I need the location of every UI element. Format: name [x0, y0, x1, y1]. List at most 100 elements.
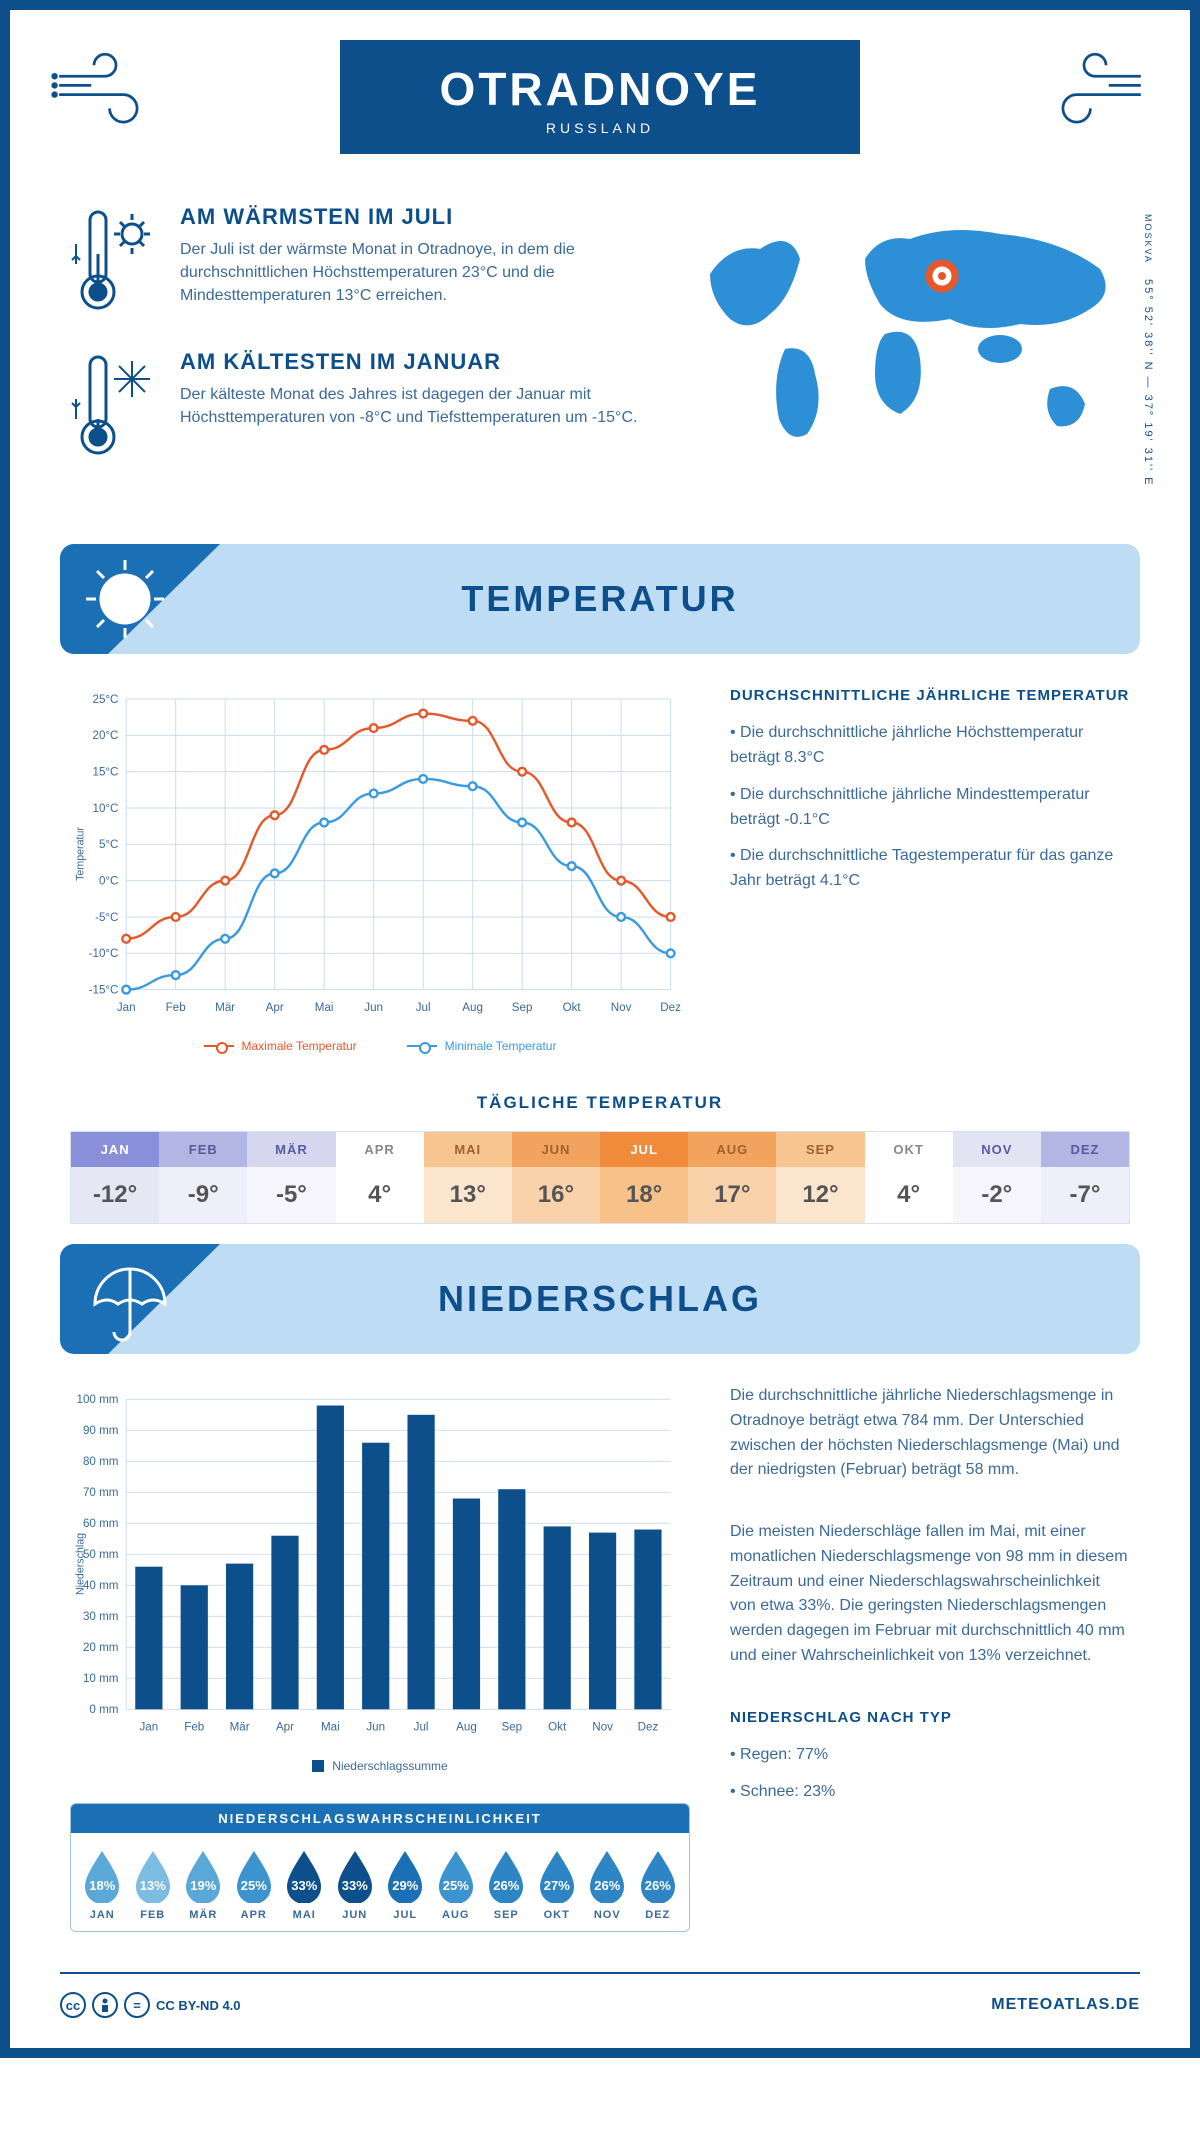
- svg-text:5°C: 5°C: [99, 838, 118, 851]
- city-name: OTRADNOYE: [420, 62, 780, 116]
- svg-text:70 mm: 70 mm: [83, 1486, 118, 1499]
- brand-label: METEOATLAS.DE: [991, 1996, 1140, 2014]
- footer: cc = CC BY-ND 4.0 METEOATLAS.DE: [60, 1972, 1140, 2018]
- month-cell: SEP12°: [776, 1132, 864, 1223]
- svg-text:15°C: 15°C: [92, 766, 118, 779]
- month-cell: OKT4°: [865, 1132, 953, 1223]
- svg-text:-15°C: -15°C: [89, 984, 119, 997]
- section-header-precipitation: NIEDERSCHLAG: [60, 1244, 1140, 1354]
- svg-text:Okt: Okt: [548, 1721, 567, 1734]
- coordinates: MOSKVA 55° 52' 38'' N — 37° 19' 31'' E: [1142, 214, 1154, 487]
- header: OTRADNOYE RUSSLAND: [10, 10, 1190, 194]
- probability-drop: 13%FEB: [128, 1847, 179, 1921]
- svg-text:Jun: Jun: [364, 1001, 383, 1014]
- svg-text:Okt: Okt: [563, 1001, 582, 1014]
- fact-body: Der kälteste Monat des Jahres ist dagege…: [180, 383, 660, 429]
- probability-drop: 25%APR: [229, 1847, 280, 1921]
- svg-text:25°C: 25°C: [92, 693, 118, 706]
- svg-text:Jun: Jun: [366, 1721, 385, 1734]
- fact-body: Der Juli ist der wärmste Monat in Otradn…: [180, 238, 660, 308]
- svg-text:0 mm: 0 mm: [89, 1703, 118, 1716]
- svg-text:10 mm: 10 mm: [83, 1672, 118, 1685]
- svg-text:90 mm: 90 mm: [83, 1424, 118, 1437]
- svg-text:Aug: Aug: [462, 1001, 483, 1014]
- svg-text:Dez: Dez: [638, 1721, 659, 1734]
- probability-drop: 19%MÄR: [178, 1847, 229, 1921]
- section-title: TEMPERATUR: [461, 578, 738, 620]
- fact-coldest: AM KÄLTESTEN IM JANUAR Der kälteste Mona…: [70, 349, 660, 464]
- probability-drop: 29%JUL: [380, 1847, 431, 1921]
- probability-drop: 18%JAN: [77, 1847, 128, 1921]
- precipitation-summary: Die durchschnittliche jährliche Niedersc…: [730, 1384, 1130, 1932]
- cc-icon: cc: [60, 1992, 86, 2018]
- svg-text:10°C: 10°C: [92, 802, 118, 815]
- svg-text:60 mm: 60 mm: [83, 1517, 118, 1530]
- temperature-line-chart: -15°C -10°C -5°C 0°C 5°C 10°C 15°C 20°C 25°C Jan F…: [70, 684, 690, 1053]
- month-cell: JUL18°: [600, 1132, 688, 1223]
- section-header-temperature: TEMPERATUR: [60, 544, 1140, 654]
- sun-icon: [80, 554, 170, 649]
- thermometer-cold-icon: [70, 349, 160, 464]
- month-cell: FEB-9°: [159, 1132, 247, 1223]
- nd-icon: =: [124, 1992, 150, 2018]
- svg-text:30 mm: 30 mm: [83, 1610, 118, 1623]
- svg-text:40 mm: 40 mm: [83, 1579, 118, 1592]
- month-cell: MÄR-5°: [247, 1132, 335, 1223]
- svg-text:100 mm: 100 mm: [77, 1393, 119, 1406]
- chart-legend: Maximale Temperatur Minimale Temperatur: [70, 1039, 690, 1053]
- wind-icon: [50, 50, 160, 135]
- svg-text:Sep: Sep: [512, 1001, 533, 1014]
- svg-text:Temperatur: Temperatur: [75, 827, 87, 881]
- probability-drop: 27%OKT: [532, 1847, 583, 1921]
- thermometer-hot-icon: [70, 204, 160, 319]
- svg-text:20°C: 20°C: [92, 729, 118, 742]
- probability-drop: 26%SEP: [481, 1847, 532, 1921]
- svg-text:Feb: Feb: [166, 1001, 186, 1014]
- svg-text:Jul: Jul: [414, 1721, 429, 1734]
- svg-text:Niederschlag: Niederschlag: [75, 1533, 87, 1595]
- daily-temp-title: TÄGLICHE TEMPERATUR: [10, 1093, 1190, 1113]
- by-icon: [92, 1992, 118, 2018]
- svg-text:Mär: Mär: [230, 1721, 250, 1734]
- infographic-page: OTRADNOYE RUSSLAND: [0, 0, 1200, 2058]
- month-cell: NOV-2°: [953, 1132, 1041, 1223]
- month-cell: JAN-12°: [71, 1132, 159, 1223]
- svg-text:Sep: Sep: [501, 1721, 522, 1734]
- month-cell: AUG17°: [688, 1132, 776, 1223]
- title-ribbon: OTRADNOYE RUSSLAND: [340, 40, 860, 154]
- daily-temperature-grid: JAN-12°FEB-9°MÄR-5°APR4°MAI13°JUN16°JUL1…: [70, 1131, 1130, 1224]
- wind-icon: [1040, 50, 1150, 135]
- fact-title: AM WÄRMSTEN IM JULI: [180, 204, 660, 230]
- probability-drop: 26%DEZ: [633, 1847, 684, 1921]
- license: cc = CC BY-ND 4.0: [60, 1992, 241, 2018]
- month-cell: MAI13°: [424, 1132, 512, 1223]
- svg-text:Dez: Dez: [660, 1001, 681, 1014]
- chart-legend: Niederschlagssumme: [70, 1759, 690, 1773]
- svg-text:-5°C: -5°C: [95, 911, 118, 924]
- svg-text:Jan: Jan: [117, 1001, 136, 1014]
- svg-text:Mai: Mai: [315, 1001, 334, 1014]
- fact-title: AM KÄLTESTEN IM JANUAR: [180, 349, 660, 375]
- month-cell: APR4°: [336, 1132, 424, 1223]
- svg-text:20 mm: 20 mm: [83, 1641, 118, 1654]
- probability-drop: 25%AUG: [431, 1847, 482, 1921]
- svg-text:Aug: Aug: [456, 1721, 477, 1734]
- country-name: RUSSLAND: [420, 120, 780, 136]
- svg-text:Nov: Nov: [611, 1001, 632, 1014]
- svg-text:-10°C: -10°C: [89, 947, 119, 960]
- svg-text:Jan: Jan: [140, 1721, 159, 1734]
- month-cell: JUN16°: [512, 1132, 600, 1223]
- fact-warmest: AM WÄRMSTEN IM JULI Der Juli ist der wär…: [70, 204, 660, 319]
- svg-text:Apr: Apr: [266, 1001, 284, 1014]
- precipitation-bar-chart: 0 mm10 mm20 mm30 mm40 mm50 mm60 mm70 mm8…: [70, 1384, 690, 1773]
- world-map: MOSKVA 55° 52' 38'' N — 37° 19' 31'' E: [690, 204, 1130, 494]
- probability-drop: 33%JUN: [330, 1847, 381, 1921]
- probability-drop: 33%MAI: [279, 1847, 330, 1921]
- svg-text:Nov: Nov: [592, 1721, 613, 1734]
- svg-text:50 mm: 50 mm: [83, 1548, 118, 1561]
- intro-row: AM WÄRMSTEN IM JULI Der Juli ist der wär…: [10, 194, 1190, 524]
- svg-text:Jul: Jul: [416, 1001, 431, 1014]
- svg-text:Mai: Mai: [321, 1721, 340, 1734]
- svg-text:0°C: 0°C: [99, 875, 118, 888]
- temperature-summary: DURCHSCHNITTLICHE JÄHRLICHE TEMPERATUR •…: [730, 684, 1130, 1053]
